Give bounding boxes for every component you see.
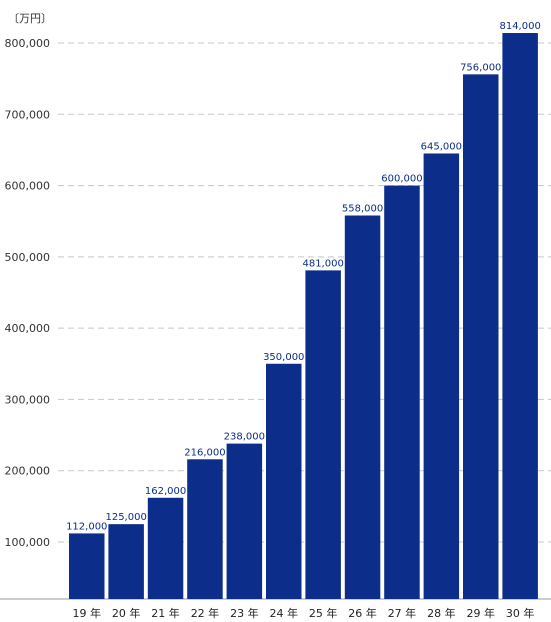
x-tick-label: 23 年 [230,606,259,620]
x-tick-label: 20 年 [112,606,141,620]
x-tick-label: 30 年 [506,606,535,620]
bar [187,459,223,599]
y-tick-label: 300,000 [5,393,51,406]
x-axis-ticks: 19 年 20 年 21 年 22 年 23 年 24 年 25 年 26 年 27 年 28 年… [73,606,535,620]
y-tick-label: 200,000 [5,465,51,478]
x-tick-label: 21 年 [151,606,180,620]
bar [108,524,143,599]
data-label: 125,000 [105,512,146,523]
bar [384,186,420,599]
bar [345,216,381,599]
bar [148,498,184,599]
y-tick-label: 600,000 [5,180,51,193]
x-tick-label: 25 年 [309,606,338,620]
data-label: 558,000 [342,204,383,215]
x-tick-label: 29 年 [467,606,496,620]
y-tick-label: 400,000 [5,322,51,335]
unit-label: 〔万円〕 [8,12,52,25]
data-label: 350,000 [263,352,304,363]
data-label: 814,000 [499,21,540,32]
data-label: 162,000 [145,486,186,497]
data-label: 112,000 [66,521,107,532]
y-tick-label: 800,000 [5,37,51,50]
data-label: 481,000 [302,258,343,269]
y-tick-label: 700,000 [5,108,51,121]
y-tick-label: 100,000 [5,536,51,549]
bar [266,364,302,599]
bar [463,74,499,599]
y-tick-label: 500,000 [5,251,51,264]
data-label: 645,000 [421,141,462,152]
bar [305,270,341,599]
x-tick-label: 19 年 [73,606,102,620]
y-axis-ticks: 100,000 200,000 300,000 400,000 500,000 600,0… [5,37,51,549]
x-tick-label: 24 年 [270,606,299,620]
x-tick-label: 27 年 [388,606,417,620]
data-label: 238,000 [224,432,265,443]
bar [424,153,460,599]
x-tick-label: 28 年 [427,606,456,620]
data-label: 216,000 [184,447,225,458]
data-label: 600,000 [381,174,422,185]
x-tick-label: 22 年 [191,606,220,620]
bar [69,533,105,599]
data-label: 756,000 [460,62,501,73]
x-tick-label: 26 年 [348,606,377,620]
bar [502,33,538,599]
bar [227,444,263,599]
